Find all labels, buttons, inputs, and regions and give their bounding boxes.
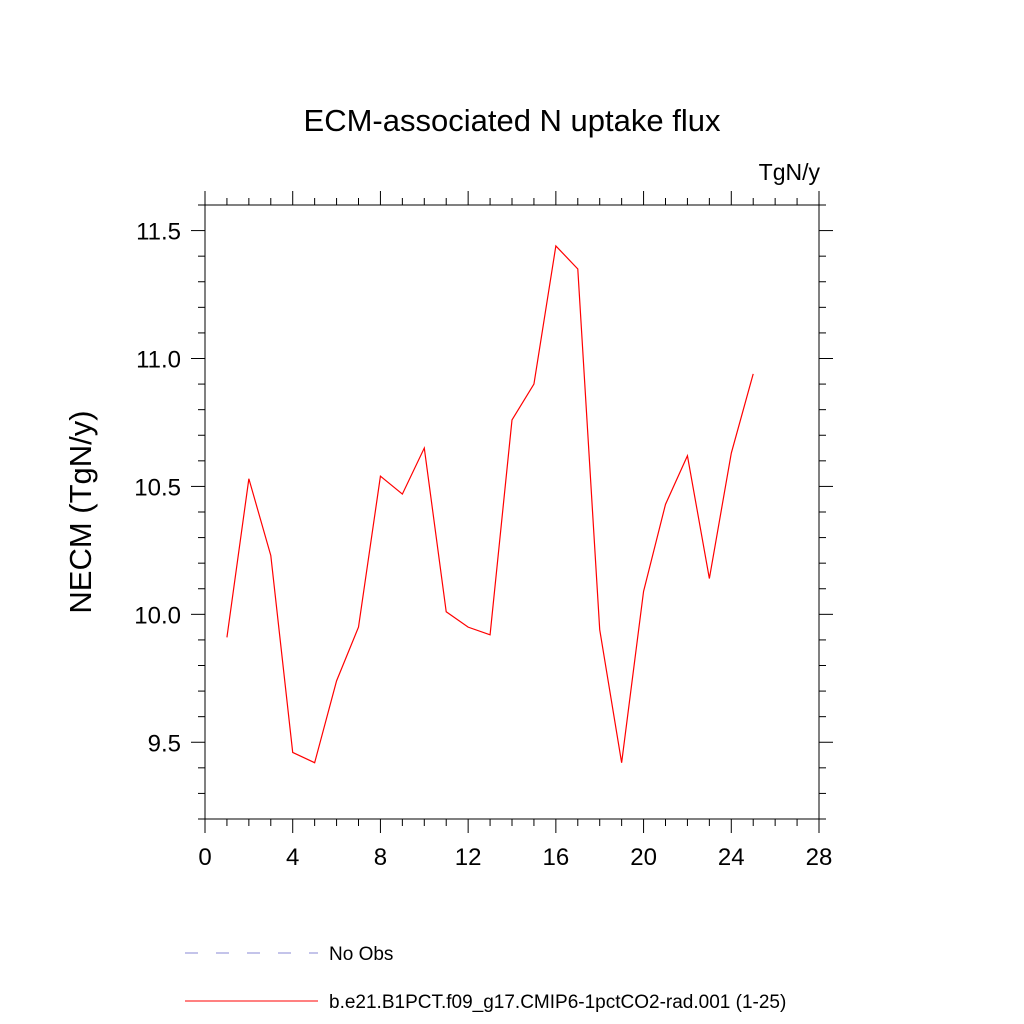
legend-label-no-obs: No Obs (329, 944, 393, 965)
units-label: TgN/y (759, 159, 821, 185)
y-tick-label: 11.0 (136, 347, 181, 374)
plot-frame (204, 204, 820, 820)
x-tick-label: 24 (718, 844, 745, 871)
y-tick-label: 10.5 (134, 474, 181, 501)
x-tick-label: 20 (630, 844, 657, 871)
legend-label-series: b.e21.B1PCT.f09_g17.CMIP6-1pctCO2-rad.00… (329, 992, 786, 1013)
x-tick-label: 4 (286, 844, 299, 871)
y-tick-label: 11.5 (136, 219, 181, 246)
y-tick-label: 10.0 (134, 602, 181, 629)
x-tick-label: 16 (543, 844, 570, 871)
y-axis-label: NECM (TgN/y) (63, 410, 98, 613)
y-axis-tick-labels: 9.5 10.0 10.5 11.0 11.5 (134, 219, 181, 758)
x-tick-label: 28 (806, 844, 833, 871)
x-tick-label: 12 (455, 844, 482, 871)
chart-title: ECM-associated N uptake flux (304, 103, 721, 138)
x-tick-label: 0 (198, 844, 211, 871)
legend: No Obs b.e21.B1PCT.f09_g17.CMIP6-1pctCO2… (185, 944, 786, 1013)
y-tick-label: 9.5 (148, 730, 181, 757)
x-axis-ticks (204, 191, 820, 833)
x-tick-label: 8 (374, 844, 387, 871)
y-axis-ticks (191, 204, 833, 820)
x-axis-tick-labels: 0 4 8 12 16 20 24 28 (198, 844, 832, 871)
series-line (226, 244, 754, 764)
series-layer (226, 244, 754, 764)
